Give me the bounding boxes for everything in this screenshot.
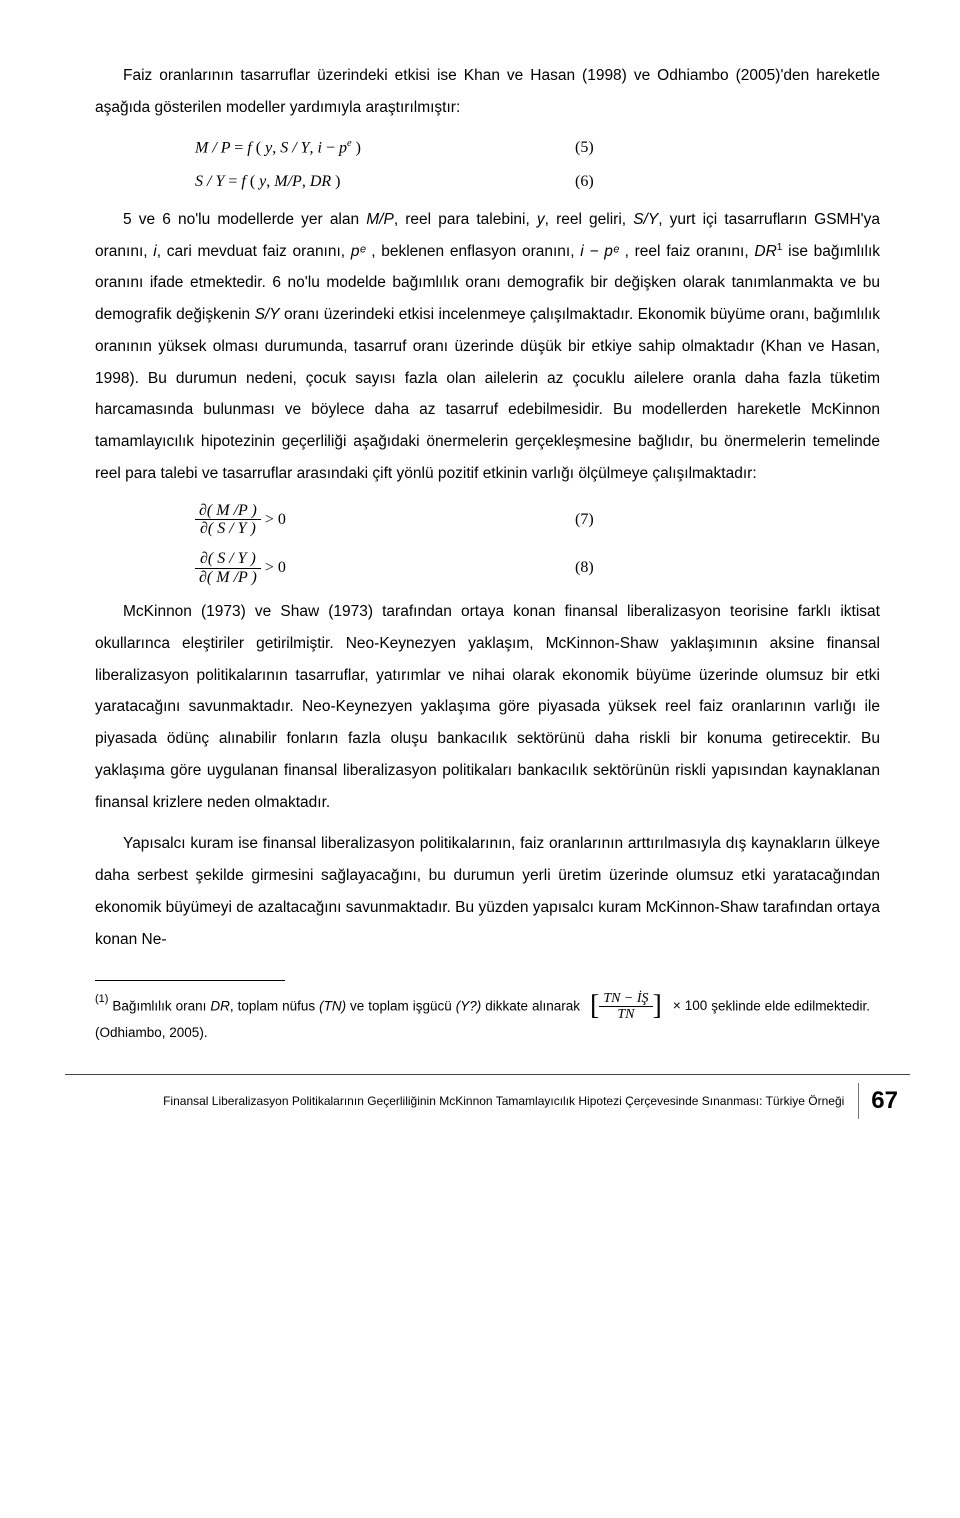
equation-number: (7) bbox=[575, 508, 594, 532]
equation-7: ∂( M /P ) ∂( S / Y ) > 0 (7) bbox=[195, 502, 880, 538]
equation-5: M / P = f ( y, S / Y, i − pe ) (5) S / Y… bbox=[195, 136, 880, 194]
equation-number: (8) bbox=[575, 556, 594, 580]
footnote-1: (1) Bağımlılık oranı DR, toplam nüfus (T… bbox=[95, 991, 880, 1044]
paragraph-intro: Faiz oranlarının tasarruflar üzerindeki … bbox=[95, 60, 880, 124]
footnote-separator bbox=[95, 980, 285, 981]
footer-article-title: Finansal Liberalizasyon Politikalarının … bbox=[95, 1092, 858, 1110]
paragraph-mckinnon: McKinnon (1973) ve Shaw (1973) tarafında… bbox=[95, 596, 880, 818]
page-footer: Finansal Liberalizasyon Politikalarının … bbox=[65, 1074, 910, 1119]
paragraph-models: 5 ve 6 no'lu modellerde yer alan M/P, re… bbox=[95, 204, 880, 490]
page-number: 67 bbox=[858, 1083, 910, 1119]
equation-8: ∂( S / Y ) ∂( M /P ) > 0 (8) bbox=[195, 550, 880, 586]
equation-number: (5) bbox=[575, 136, 594, 160]
paragraph-structural: Yapısalcı kuram ise finansal liberalizas… bbox=[95, 828, 880, 955]
equation-number: (6) bbox=[575, 170, 594, 194]
